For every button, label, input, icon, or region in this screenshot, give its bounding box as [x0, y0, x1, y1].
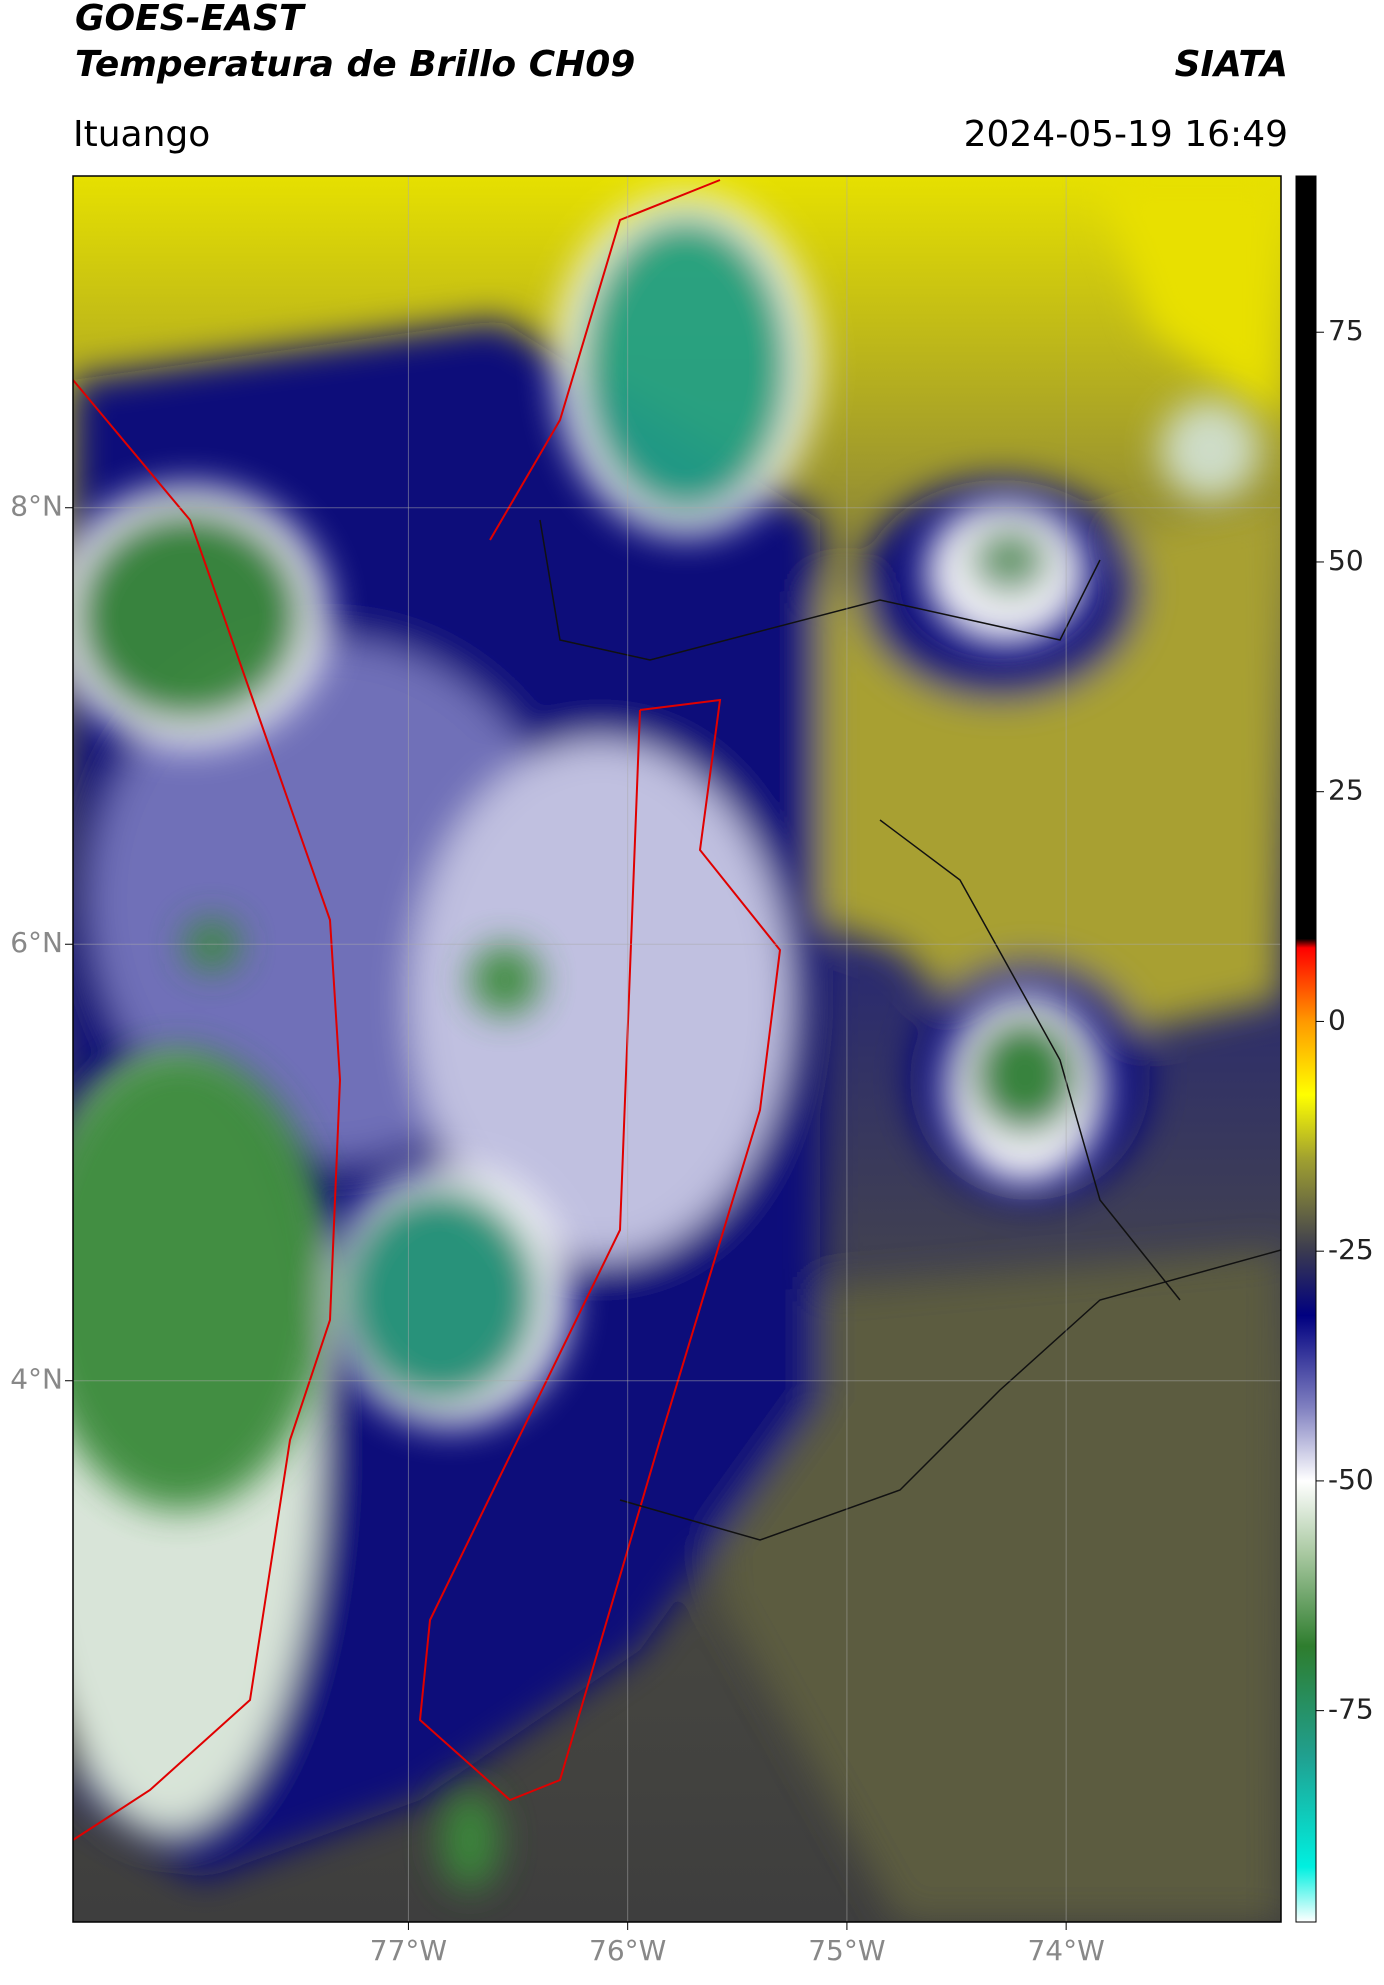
colorbar: [1295, 175, 1317, 1923]
y-tick-label: 6°N: [10, 926, 63, 959]
timestamp: 2024-05-19 16:49: [964, 114, 1288, 155]
x-tick-label: 77°W: [370, 1934, 447, 1967]
x-tick-label: 75°W: [808, 1934, 885, 1967]
colorbar-tick-label: -50: [1328, 1463, 1374, 1496]
colorbar-tick-label: -25: [1328, 1233, 1374, 1266]
x-tick-label: 74°W: [1027, 1934, 1104, 1967]
source: SIATA: [1175, 44, 1288, 85]
colorbar-tick-label: 25: [1328, 774, 1364, 807]
x-tick-label: 76°W: [589, 1934, 666, 1967]
colorbar-tick-label: -75: [1328, 1693, 1374, 1726]
region: Ituango: [73, 114, 210, 155]
colorbar-tick-label: 75: [1328, 314, 1364, 347]
colorbar-tick-label: 0: [1328, 1003, 1346, 1036]
map-frame: [72, 175, 1282, 1923]
title: GOES-EAST: [75, 0, 306, 39]
y-tick-label: 8°N: [10, 490, 63, 523]
subtitle: Temperatura de Brillo CH09: [75, 44, 635, 85]
y-tick-label: 4°N: [10, 1363, 63, 1396]
colorbar-tick-label: 50: [1328, 544, 1364, 577]
satellite-image: [73, 176, 1281, 1922]
grid: [73, 176, 1281, 1922]
